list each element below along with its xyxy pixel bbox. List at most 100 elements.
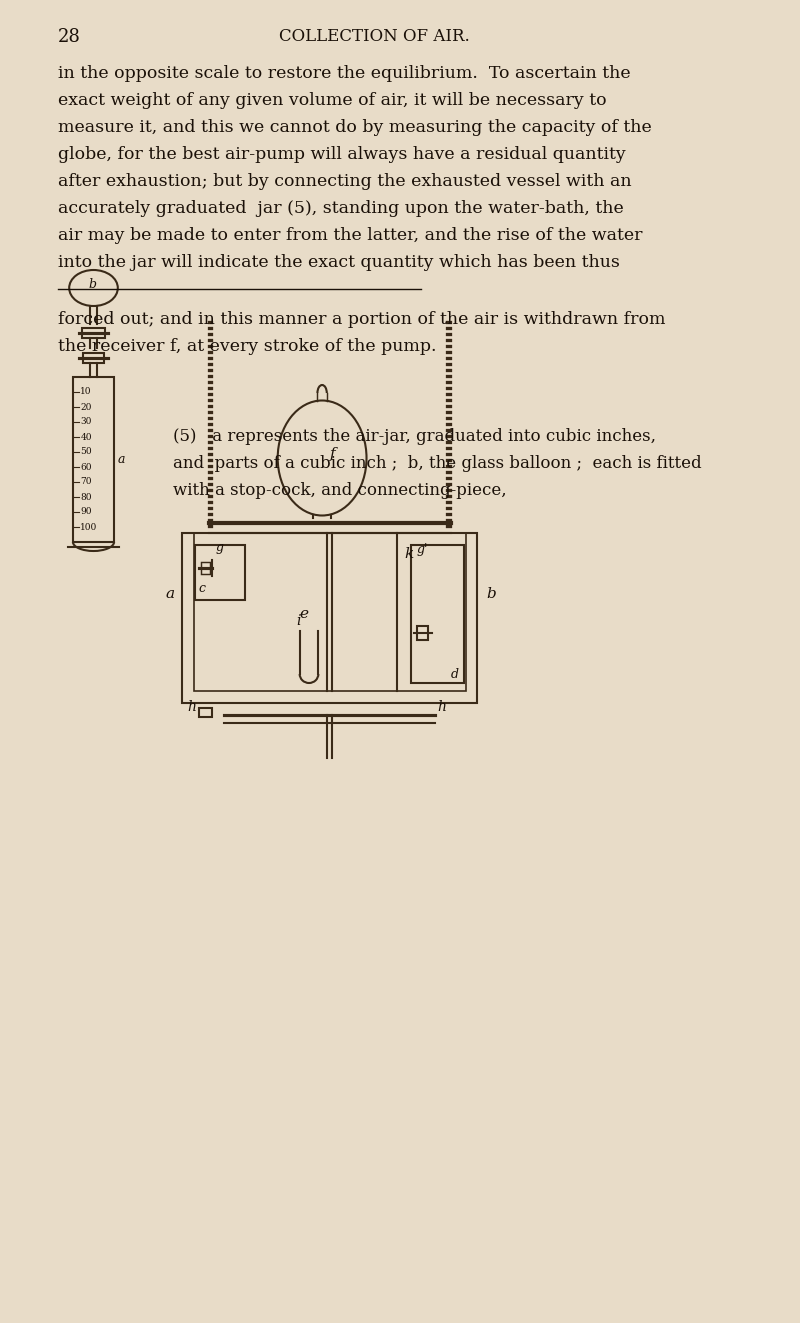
Bar <box>446 519 452 523</box>
Bar <box>207 363 213 366</box>
Text: 28: 28 <box>58 28 81 46</box>
Text: into the jar will indicate the exact quantity which has been thus: into the jar will indicate the exact qua… <box>58 254 620 271</box>
Bar <box>207 411 213 414</box>
Bar <box>207 357 213 360</box>
Bar <box>207 333 213 336</box>
Text: 50: 50 <box>81 447 92 456</box>
Bar <box>446 429 452 433</box>
Bar <box>446 452 452 456</box>
Bar <box>207 351 213 355</box>
Bar <box>446 441 452 445</box>
Bar <box>446 321 452 324</box>
Bar <box>207 501 213 504</box>
Bar <box>207 374 213 378</box>
Text: accurately graduated  jar (5), standing upon the water-bath, the: accurately graduated jar (5), standing u… <box>58 200 624 217</box>
Text: 100: 100 <box>81 523 98 532</box>
Bar <box>207 507 213 509</box>
Bar <box>207 525 213 528</box>
Bar <box>207 459 213 462</box>
Bar <box>82 328 105 337</box>
Bar <box>446 339 452 343</box>
Bar <box>446 464 452 468</box>
Bar <box>411 545 464 683</box>
Text: 70: 70 <box>81 478 92 487</box>
Text: 10: 10 <box>81 388 92 397</box>
Bar <box>201 561 210 573</box>
Bar <box>207 441 213 445</box>
Text: air may be made to enter from the latter, and the rise of the water: air may be made to enter from the latter… <box>58 228 642 243</box>
Bar <box>446 393 452 396</box>
Bar <box>446 459 452 462</box>
Text: 90: 90 <box>81 508 92 516</box>
Bar <box>207 435 213 438</box>
Bar <box>207 429 213 433</box>
Text: i: i <box>296 614 301 628</box>
Text: in the opposite scale to restore the equilibrium.  To ascertain the: in the opposite scale to restore the equ… <box>58 65 630 82</box>
Bar <box>446 417 452 419</box>
Text: after exhaustion; but by connecting the exhausted vessel with an: after exhaustion; but by connecting the … <box>58 173 631 191</box>
Bar <box>446 357 452 360</box>
Bar <box>446 495 452 497</box>
Bar <box>446 345 452 348</box>
Text: the receiver f, at every stroke of the pump.: the receiver f, at every stroke of the p… <box>58 337 437 355</box>
Bar <box>182 533 477 703</box>
Text: 60: 60 <box>81 463 92 471</box>
Bar <box>207 423 213 426</box>
Text: COLLECTION OF AIR.: COLLECTION OF AIR. <box>278 28 470 45</box>
Bar <box>446 363 452 366</box>
Text: g': g' <box>417 542 428 556</box>
Text: 40: 40 <box>81 433 92 442</box>
Bar <box>207 483 213 486</box>
Bar <box>207 417 213 419</box>
Bar <box>446 435 452 438</box>
Text: a: a <box>118 452 126 466</box>
Bar <box>446 513 452 516</box>
Bar <box>446 525 452 528</box>
Bar <box>199 708 212 717</box>
Bar <box>446 483 452 486</box>
Bar <box>207 452 213 456</box>
Bar <box>446 405 452 407</box>
Bar <box>73 377 114 542</box>
Bar <box>83 353 104 363</box>
Text: a: a <box>166 587 174 601</box>
Text: measure it, and this we cannot do by measuring the capacity of the: measure it, and this we cannot do by mea… <box>58 119 652 136</box>
Text: b: b <box>89 278 97 291</box>
Bar <box>446 411 452 414</box>
Bar <box>446 333 452 336</box>
Bar <box>446 374 452 378</box>
Bar <box>446 400 452 402</box>
Bar <box>446 501 452 504</box>
Bar <box>207 345 213 348</box>
Bar <box>207 339 213 343</box>
Bar <box>207 327 213 329</box>
Text: d: d <box>450 668 458 681</box>
Bar <box>207 471 213 474</box>
Text: h: h <box>187 700 196 714</box>
Bar <box>207 381 213 384</box>
Bar <box>207 478 213 480</box>
Bar <box>446 327 452 329</box>
Bar <box>446 507 452 509</box>
Bar <box>207 513 213 516</box>
Text: globe, for the best air-pump will always have a residual quantity: globe, for the best air-pump will always… <box>58 146 626 163</box>
Bar <box>446 423 452 426</box>
Text: c: c <box>198 582 206 595</box>
Bar <box>207 369 213 372</box>
Bar <box>446 478 452 480</box>
Bar <box>446 388 452 390</box>
Bar <box>446 381 452 384</box>
Bar <box>207 464 213 468</box>
Bar <box>446 447 452 450</box>
Bar <box>446 351 452 355</box>
Text: forced out; and in this manner a portion of the air is withdrawn from: forced out; and in this manner a portion… <box>58 311 666 328</box>
Text: h: h <box>438 700 446 714</box>
Bar <box>195 545 245 601</box>
Text: 30: 30 <box>81 418 92 426</box>
Text: 80: 80 <box>81 492 92 501</box>
Bar <box>207 447 213 450</box>
Text: (5)   a represents the air-jar, graduated into cubic inches,: (5) a represents the air-jar, graduated … <box>173 429 656 445</box>
Text: e: e <box>300 607 309 620</box>
Bar <box>446 369 452 372</box>
Bar <box>207 495 213 497</box>
